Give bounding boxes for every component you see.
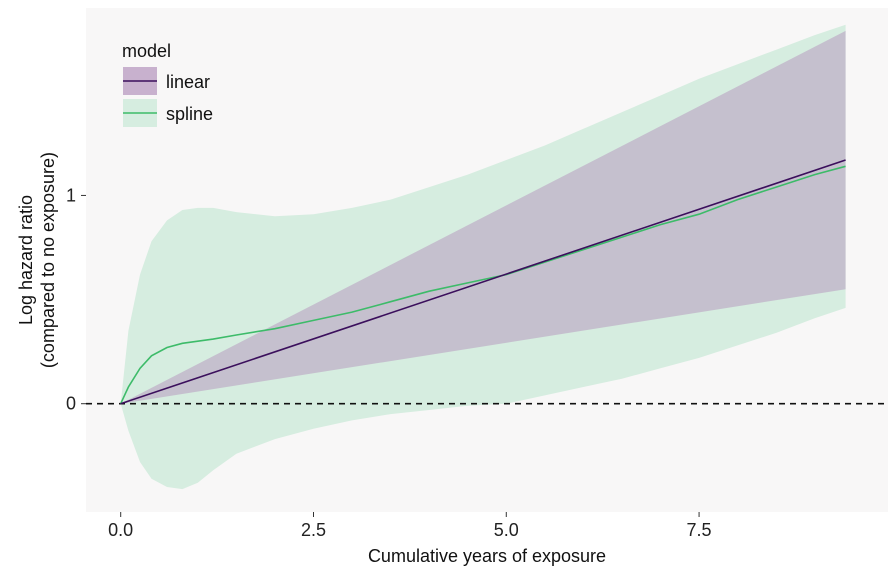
y-axis-title-line2: (compared to no exposure) [38, 152, 58, 368]
y-axis-title-line1: Log hazard ratio [16, 195, 36, 325]
series-lines [119, 159, 846, 405]
line-spline [119, 165, 846, 405]
legend-label-linear: linear [166, 72, 210, 92]
confidence-band-linear [120, 30, 846, 404]
x-axis-title: Cumulative years of exposure [368, 546, 606, 566]
y-tick-label: 0 [66, 394, 76, 414]
x-tick-label: 2.5 [301, 520, 326, 540]
legend: model linear spline [122, 41, 213, 127]
legend-label-spline: spline [166, 104, 213, 124]
line-linear [120, 159, 846, 405]
confidence-bands [120, 24, 846, 490]
axes: 0.0 2.5 5.0 7.5 0 1 [66, 185, 712, 540]
x-tick-label: 7.5 [687, 520, 712, 540]
x-tick-label: 0.0 [108, 520, 133, 540]
legend-key-spline: spline [123, 99, 213, 127]
y-tick-label: 1 [66, 185, 76, 205]
legend-title: model [122, 41, 171, 61]
legend-key-linear: linear [123, 67, 210, 95]
x-tick-label: 5.0 [494, 520, 519, 540]
